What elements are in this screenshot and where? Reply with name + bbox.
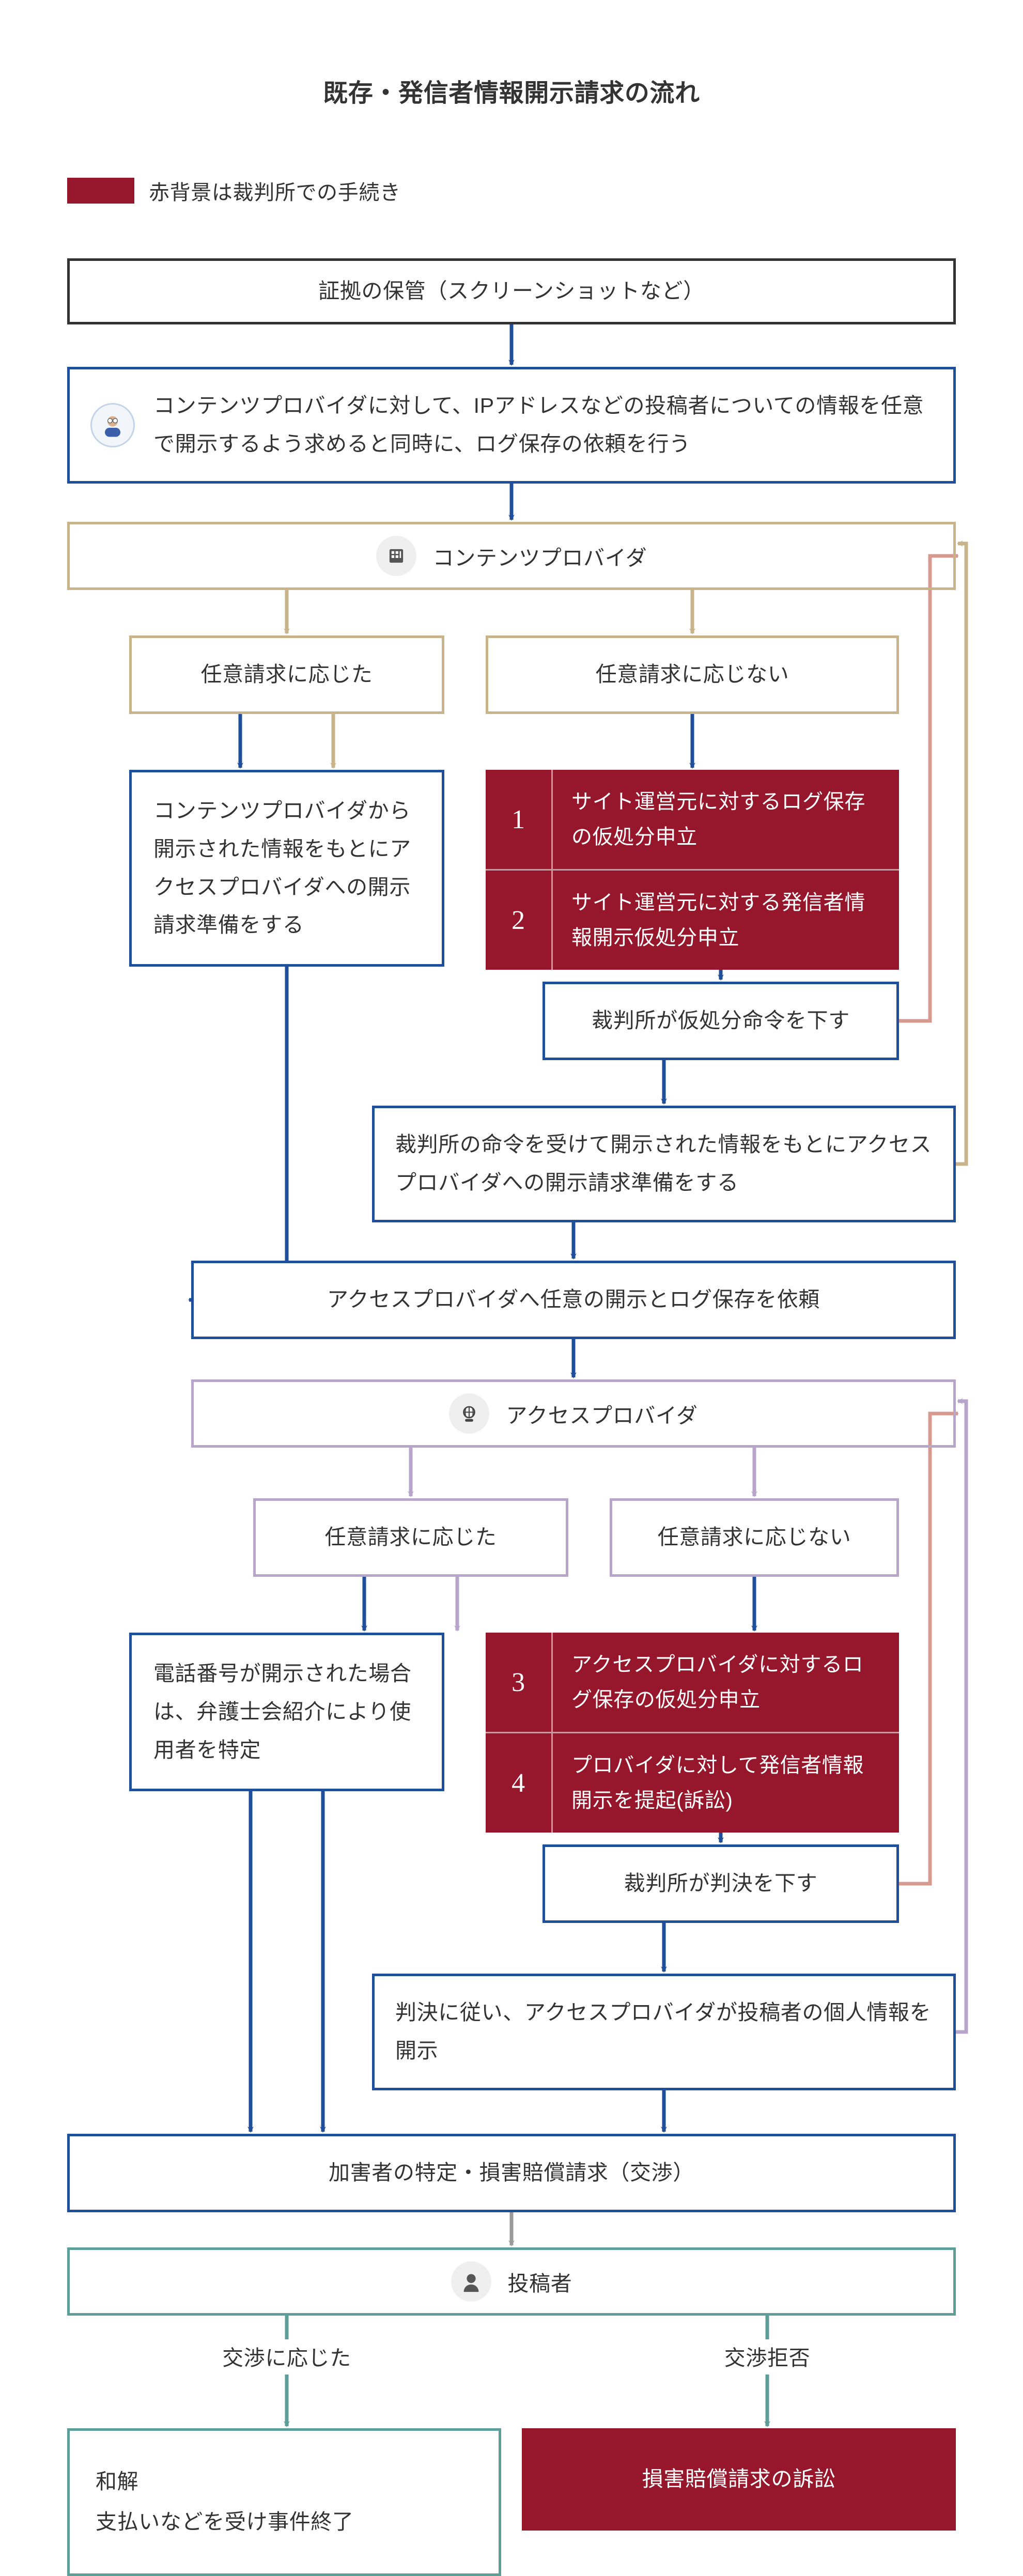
text-line: 支払いなどを受け事件終了 [96,2502,499,2542]
box-cp-refuse: 任意請求に応じない [486,635,899,714]
legend-swatch [67,178,134,204]
box-cp-agree-next: コンテンツプロバイダから開示された情報をもとにアクセスプロバイダへの開示請求準備… [129,770,444,967]
box-ap-refuse: 任意請求に応じない [610,1498,899,1577]
label-negotiation-agree: 交渉に応じた [129,2340,444,2371]
text: 任意請求に応じない [633,1518,876,1557]
text: 裁判所が仮処分命令を下す [566,1002,876,1040]
text: 加害者の特定・損害賠償請求（交渉） [90,2154,933,2192]
text: アクセスプロバイダへ任意の開示とログ保存を依頼 [214,1281,933,1319]
text: 電話番号が開示された場合は、弁護士会紹介により使用者を特定 [153,1655,420,1769]
label-negotiation-refuse: 交渉拒否 [579,2340,956,2371]
text: コンテンツプロバイダに対して、IPアドレスなどの投稿者についての情報を任意で開示… [153,387,933,463]
court-ap-block: 3 アクセスプロバイダに対するログ保存の仮処分申立 4 プロバイダに対して発信者… [486,1633,899,1833]
content-provider-bar: コンテンツプロバイダ [67,522,956,590]
globe-icon [449,1393,489,1434]
court-cp-block: 1 サイト運営元に対するログ保存の仮処分申立 2 サイト運営元に対する発信者情報… [486,770,899,970]
court-text: プロバイダに対して発信者情報開示を提起(訴訟) [553,1733,899,1833]
text: 損害賠償請求の訴訟 [642,2459,836,2500]
court-number: 3 [486,1633,553,1732]
court-step-4: 4 プロバイダに対して発信者情報開示を提起(訴訟) [486,1733,899,1833]
court-step-2: 2 サイト運営元に対する発信者情報開示仮処分申立 [486,871,899,970]
text: コンテンツプロバイダから開示された情報をもとにアクセスプロバイダへの開示請求準備… [153,792,420,944]
text: 裁判所の命令を受けて開示された情報をもとにアクセスプロバイダへの開示請求準備をす… [395,1126,933,1202]
legend: 赤背景は裁判所での手続き [67,176,956,206]
text: 任意請求に応じた [276,1518,545,1557]
box-lawsuit: 損害賠償請求の訴訟 [522,2428,956,2531]
box-cp-court-result: 裁判所が仮処分命令を下す [542,982,899,1060]
court-text: サイト運営元に対するログ保存の仮処分申立 [553,770,899,869]
box-ap-court-result: 裁判所が判決を下す [542,1844,899,1923]
text: 証拠の保管（スクリーンショットなど） [90,272,933,311]
legend-text: 赤背景は裁判所での手続き [149,176,401,206]
text: 投稿者 [508,2266,572,2297]
court-text: サイト運営元に対する発信者情報開示仮処分申立 [553,871,899,970]
page-title: 既存・発信者情報開示請求の流れ [67,72,956,108]
text: 交渉拒否 [724,2346,811,2370]
text: 裁判所が判決を下す [566,1865,876,1903]
court-step-3: 3 アクセスプロバイダに対するログ保存の仮処分申立 [486,1633,899,1732]
court-step-1: 1 サイト運営元に対するログ保存の仮処分申立 [486,770,899,869]
box-evidence: 証拠の保管（スクリーンショットなど） [67,258,956,324]
text: 交渉に応じた [222,2346,351,2370]
text: アクセスプロバイダ [506,1398,698,1429]
access-provider-bar: アクセスプロバイダ [191,1379,956,1448]
box-request-cp: コンテンツプロバイダに対して、IPアドレスなどの投稿者についての情報を任意で開示… [67,367,956,484]
poster-bar: 投稿者 [67,2247,956,2316]
court-number: 1 [486,770,553,869]
box-ap-after-court: 判決に従い、アクセスプロバイダが投稿者の個人情報を開示 [372,1974,956,2090]
text: 任意請求に応じない [509,656,876,694]
poster-icon [451,2261,491,2302]
box-settlement: 和解 支払いなどを受け事件終了 [67,2428,501,2576]
box-identification: 加害者の特定・損害賠償請求（交渉） [67,2134,956,2212]
text: 判決に従い、アクセスプロバイダが投稿者の個人情報を開示 [395,1994,933,2070]
court-text: アクセスプロバイダに対するログ保存の仮処分申立 [553,1633,899,1732]
text-line: 和解 [96,2462,499,2502]
person-icon [90,403,135,447]
text: コンテンツプロバイダ [433,540,647,571]
box-cp-after-court: 裁判所の命令を受けて開示された情報をもとにアクセスプロバイダへの開示請求準備をす… [372,1106,956,1222]
court-number: 2 [486,871,553,970]
flowchart-page: 既存・発信者情報開示請求の流れ 赤背景は裁判所での手続き 証拠の保管（スクリーン… [0,0,1023,2573]
box-phone-disclosed: 電話番号が開示された場合は、弁護士会紹介により使用者を特定 [129,1633,444,1791]
text: 任意請求に応じた [152,656,421,694]
box-cp-agree: 任意請求に応じた [129,635,444,714]
box-ap-request: アクセスプロバイダへ任意の開示とログ保存を依頼 [191,1261,956,1339]
building-icon [376,536,416,576]
court-number: 4 [486,1733,553,1833]
box-ap-agree: 任意請求に応じた [253,1498,568,1577]
